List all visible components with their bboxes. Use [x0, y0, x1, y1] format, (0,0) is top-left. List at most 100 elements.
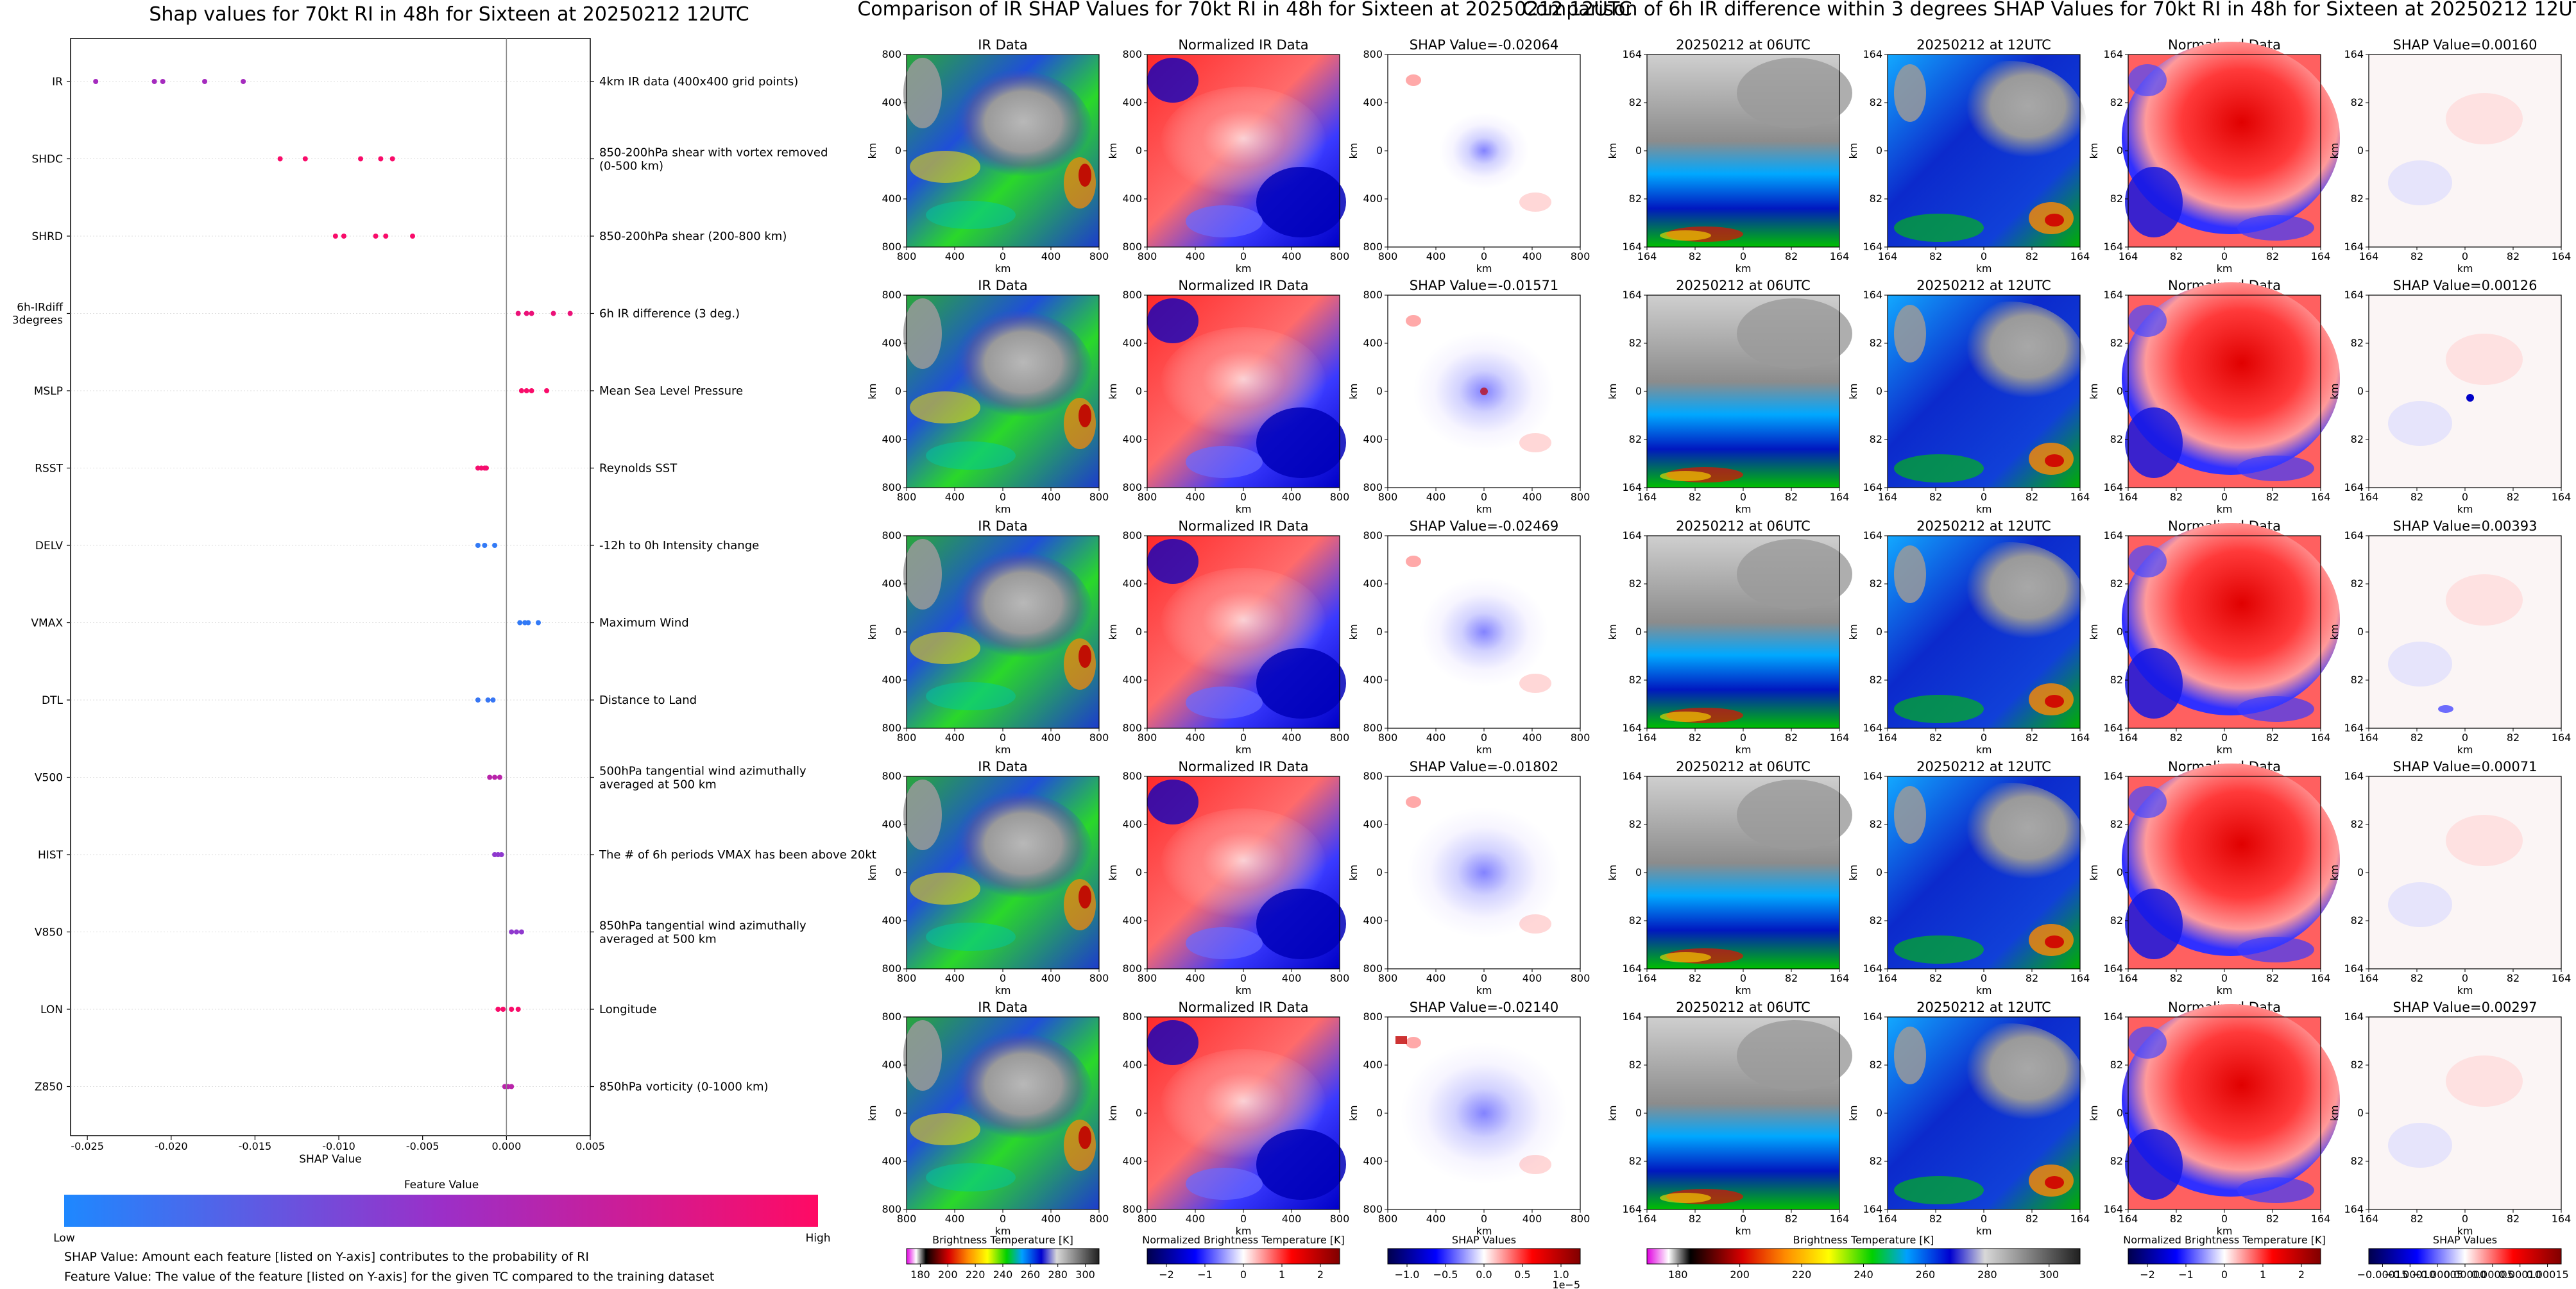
panel-xtick-label: 400 [1282, 731, 1302, 744]
panel-xtick-label: 82 [1785, 491, 1798, 503]
shap-point [151, 79, 157, 84]
colorbar-tick-label: −0.00015 [2357, 1268, 2409, 1281]
panel-xlabel: km [2217, 262, 2233, 275]
panel-ytick-label: 800 [1122, 1011, 1142, 1023]
diff-normalized-panel: Normalized Data1648208216416482082164kmk… [2088, 37, 2340, 275]
panel-xtick-label: 82 [2170, 731, 2183, 744]
shap-point [550, 311, 556, 316]
panel-xtick-label: 0 [1240, 250, 1247, 262]
panel-xlabel: km [1236, 1225, 1252, 1237]
panel-xtick-label: 82 [2266, 491, 2279, 503]
panel-ytick-label: 164 [1622, 1011, 1642, 1023]
colorbar-gradient [64, 1195, 818, 1227]
panel-ytick-label: 164 [1622, 289, 1642, 301]
colorbar-title: Feature Value [404, 1179, 479, 1191]
panel-xtick-label: 800 [1571, 731, 1591, 744]
panel-ytick-label: 82 [2110, 192, 2123, 205]
panel-xtick-label: 800 [1330, 1213, 1350, 1225]
colorbar-gradient [2368, 1248, 2562, 1265]
panel-ytick-label: 800 [1122, 481, 1142, 493]
panel-title: Normalized IR Data [1178, 278, 1308, 293]
panel-xtick-label: 400 [945, 972, 965, 984]
panel-ylabel: km [1347, 1105, 1360, 1122]
shap-point [509, 1007, 515, 1012]
panel-xlabel: km [1736, 1225, 1752, 1237]
panel-xtick-label: 800 [897, 1213, 917, 1225]
xtick-label: -0.020 [155, 1140, 188, 1152]
panel-xtick-label: 0 [2462, 731, 2468, 744]
panel-xlabel: km [1736, 262, 1752, 275]
panel-xtick-label: 400 [1186, 250, 1206, 262]
panel-ytick-label: 400 [1122, 433, 1142, 445]
panel-ytick-label: 400 [1363, 192, 1383, 205]
panel-ytick-label: 400 [1122, 96, 1142, 108]
panel-xtick-label: 82 [2170, 1213, 2183, 1225]
panel-ytick-label: 400 [882, 818, 901, 830]
feature-row: LON Longitude [40, 1003, 657, 1016]
panel-ytick-label: 82 [2110, 674, 2123, 686]
panel-ytick-label: 400 [882, 1059, 901, 1071]
panel-ytick-label: 800 [1122, 770, 1142, 782]
panel-ytick-label: 164 [2103, 529, 2123, 542]
panel-ytick-label: 164 [1863, 1203, 1882, 1215]
shap-point [499, 852, 504, 857]
panel-xtick-label: 82 [2266, 731, 2279, 744]
panel-xtick-label: 82 [1785, 731, 1798, 744]
panel-ylabel: km [1847, 865, 1859, 881]
shap-point [529, 388, 534, 393]
colorbar-tick-label: 1 [2260, 1268, 2266, 1281]
panel-ylabel: km [866, 624, 878, 640]
panel-title: IR Data [978, 518, 1028, 534]
panel-ytick-label: 400 [1122, 914, 1142, 926]
panel-title: 20250212 at 12UTC [1916, 518, 2051, 534]
panel-ytick-label: 800 [1363, 770, 1383, 782]
panel-ytick-label: 0 [2357, 626, 2364, 638]
panel-ytick-label: 800 [1363, 1203, 1383, 1215]
feature-name-label: V500 [35, 772, 63, 785]
panel-xtick-label: 82 [2410, 250, 2423, 262]
shap-point [341, 234, 346, 239]
panel-xtick-label: 400 [1426, 250, 1446, 262]
colorbar-tick-label: 0 [1240, 1268, 1247, 1281]
panel-xlabel: km [2217, 984, 2233, 996]
shap-point [515, 311, 521, 316]
panel-ylabel: km [1347, 384, 1360, 400]
panel-ytick-label: 82 [1870, 674, 1882, 686]
panel-ylabel: km [2328, 1105, 2341, 1122]
colorbar-low-label: Low [53, 1232, 75, 1245]
shap-point [358, 156, 364, 162]
panel-xlabel: km [1236, 744, 1252, 756]
colorbar-tick-label: 180 [1668, 1268, 1688, 1281]
panel-xtick-label: 0 [2221, 250, 2228, 262]
panel-xtick-label: 82 [1929, 1213, 1942, 1225]
panel-ytick-label: 800 [882, 48, 901, 60]
panel-ytick-label: 400 [1363, 914, 1383, 926]
panel-xtick-label: 164 [2311, 491, 2331, 503]
panel-xtick-label: 82 [1689, 731, 1702, 744]
panel-xtick-label: 800 [1571, 250, 1591, 262]
panel-ytick-label: 82 [2351, 1059, 2364, 1071]
shap-point [525, 620, 531, 626]
panel-ytick-label: 800 [1363, 722, 1383, 734]
panel-ytick-label: 82 [1870, 577, 1882, 590]
panel-xtick-label: 400 [1282, 250, 1302, 262]
panel-xtick-label: 800 [1138, 1213, 1157, 1225]
panel-ytick-label: 400 [882, 337, 901, 349]
panel-ytick-label: 82 [1629, 674, 1642, 686]
panel-ytick-label: 800 [882, 1011, 901, 1023]
panel-xtick-label: 800 [1378, 491, 1398, 503]
colorbar-exponent: 1e−5 [1552, 1279, 1580, 1289]
feature-row: DTL Distance to Land [42, 694, 697, 707]
panel-xtick-label: 400 [1041, 731, 1061, 744]
shap-point [485, 697, 491, 703]
panel-ytick-label: 0 [1376, 385, 1383, 397]
panel-xtick-label: 164 [1830, 972, 1850, 984]
panel-ytick-label: 164 [1863, 241, 1882, 253]
